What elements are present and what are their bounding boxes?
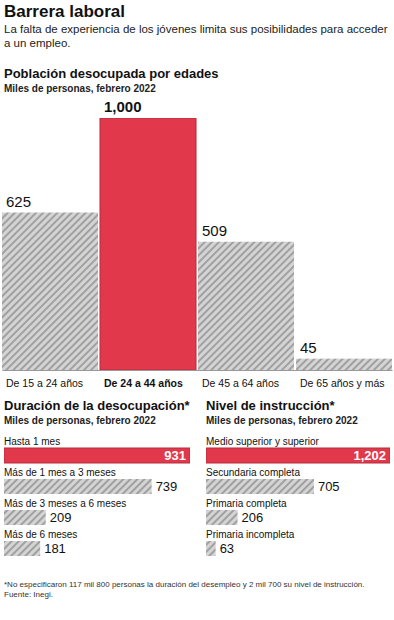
page: Población desocupada por edades Miles de …: [0, 0, 394, 620]
header: Barrera laboralLa falta de experiencia d…: [4, 2, 390, 50]
footer: *No especificaron 117 mil 800 personas l…: [4, 580, 390, 600]
tick-label: De 45 a 64 años: [202, 377, 279, 389]
bar: [206, 541, 216, 556]
chart-svg: Población desocupada por edades Miles de …: [0, 0, 394, 620]
footnote: *No especificaron 117 mil 800 personas l…: [4, 580, 390, 590]
data-label: 181: [44, 541, 66, 556]
data-label: 705: [318, 479, 340, 494]
bars: [4, 448, 190, 556]
title: Barrera laboral: [4, 2, 390, 22]
tick: De 15 a 24 años: [6, 377, 83, 389]
data-label: 739: [156, 479, 178, 494]
bar: [4, 541, 40, 556]
x-axis-line: [3, 370, 393, 371]
bar: [206, 448, 390, 463]
tick: De 65 años y más: [300, 377, 385, 389]
chart-vertical: Población desocupada por edades Miles de …: [2, 66, 393, 389]
data-label: 1,000: [104, 98, 142, 115]
data-label: 509: [202, 222, 227, 239]
chart-subtitle: Miles de personas, febrero 2022: [4, 415, 156, 426]
data-label: 206: [242, 510, 264, 525]
bars: [206, 448, 390, 556]
data-label: 931: [164, 448, 186, 463]
subtitle: La falta de experiencia de los jóvenes l…: [4, 22, 390, 50]
chart-title: Población desocupada por edades: [4, 66, 219, 81]
data-label: 209: [50, 510, 72, 525]
tick-label: De 24 a 44 años: [104, 377, 183, 389]
bar: [198, 242, 294, 370]
chart-horizontal: Nivel de instrucción* Miles de personas, …: [206, 398, 390, 556]
source: Fuente: Inegi.: [4, 590, 390, 600]
tick-label: De 15 a 24 años: [6, 377, 83, 389]
bar: [4, 510, 46, 525]
chart-horizontal: Duración de la desocupación* Miles de per…: [4, 398, 191, 556]
category-label: Hasta 1 mes: [4, 436, 60, 447]
data-label: 1,202: [353, 448, 386, 463]
chart-subtitle: Miles de personas, febrero 2022: [4, 83, 156, 94]
tick-label: De 65 años y más: [300, 377, 385, 389]
x-axis: De 15 a 24 años De 24 a 44 años De 45 a 64…: [3, 371, 393, 390]
tick: De 45 a 64 años: [202, 377, 279, 389]
bar: [4, 448, 190, 463]
chart-area: Población desocupada por edades Miles de …: [0, 0, 394, 620]
data-label: 45: [300, 339, 317, 356]
bar: [296, 359, 392, 370]
chart-title: Duración de la desocupación*: [4, 398, 191, 413]
tick: De 24 a 44 años: [104, 377, 183, 389]
category-label: Primaria completa: [206, 498, 287, 509]
category-label: Más de 6 meses: [4, 529, 77, 540]
data-label: 63: [220, 541, 234, 556]
category-label: Medio superior y superior: [206, 436, 319, 447]
bar: [4, 479, 152, 494]
data-label: 625: [6, 193, 31, 210]
bars: [2, 118, 392, 370]
category-label: Más de 1 mes a 3 meses: [4, 467, 116, 478]
chart-subtitle: Miles de personas, febrero 2022: [206, 415, 358, 426]
category-label: Primaria incompleta: [206, 529, 295, 540]
category-label: Más de 3 meses a 6 meses: [4, 498, 126, 509]
bar: [2, 213, 98, 371]
category-label: Secundaria completa: [206, 467, 300, 478]
bar: [206, 479, 314, 494]
chart-title: Nivel de instrucción*: [206, 398, 336, 413]
bar: [206, 510, 238, 525]
bar: [100, 118, 196, 370]
